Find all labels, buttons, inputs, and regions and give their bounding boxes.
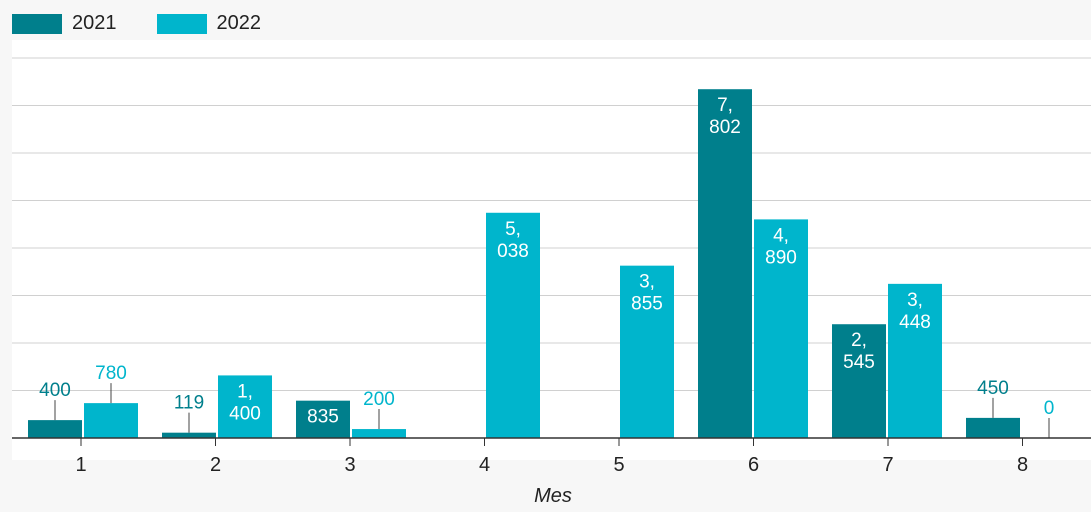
x-axis-title: Mes [534, 485, 572, 507]
x-tick-label-2: 2 [210, 454, 221, 476]
x-tick-label-6: 6 [748, 454, 759, 476]
bar-2022-5 [620, 265, 674, 438]
legend-swatch-2022 [156, 13, 207, 34]
bar-2022-1 [84, 403, 138, 438]
data-label-2021-1: 400 [39, 380, 71, 401]
data-label-2022-1: 780 [95, 363, 127, 384]
data-label-2022-4: 038 [497, 241, 529, 262]
data-label-2021-7: 2, [851, 330, 867, 351]
legend-label-2022: 2022 [216, 12, 262, 34]
legend-item-2021: 2021 [12, 12, 117, 35]
data-label-2022-6: 4, [773, 225, 789, 246]
bar-2021-1 [28, 420, 82, 438]
bar-2022-6 [754, 219, 808, 438]
x-tick-label-3: 3 [344, 454, 355, 476]
data-label-2022-4: 5, [505, 219, 521, 240]
bar-2021-6 [698, 89, 752, 438]
legend-label-2021: 2021 [72, 12, 117, 34]
data-label-2022-7: 448 [899, 312, 931, 333]
x-tick-label-7: 7 [882, 454, 893, 476]
data-label-2022-8: 0 [1044, 398, 1055, 419]
bar-2021-3 [296, 400, 350, 438]
legend-item-2022: 2022 [156, 12, 262, 35]
bar-2021-8 [966, 417, 1020, 438]
data-label-2022-5: 855 [631, 294, 663, 315]
data-label-2022-2: 400 [229, 403, 261, 424]
data-label-2021-8: 450 [977, 378, 1009, 399]
bar-2021-2 [162, 432, 216, 438]
bar-2022-3 [352, 429, 406, 438]
data-label-2022-3: 200 [363, 389, 395, 410]
data-label-2021-7: 545 [843, 352, 875, 373]
data-label-2022-7: 3, [907, 290, 923, 311]
legend-swatch-2021 [12, 13, 62, 34]
data-label-2021-6: 7, [717, 95, 733, 116]
data-label-2022-5: 3, [639, 272, 655, 293]
bar-2022-2 [218, 375, 272, 438]
x-tick-label-1: 1 [75, 454, 86, 476]
data-label-2021-2: 119 [174, 393, 204, 414]
x-tick-label-5: 5 [613, 454, 624, 476]
bar-2021-7 [832, 324, 886, 438]
x-tick-label-4: 4 [479, 454, 490, 476]
data-label-2022-6: 890 [765, 247, 797, 268]
data-label-2022-2: 1, [237, 381, 253, 402]
x-tick-label-8: 8 [1017, 454, 1028, 476]
data-label-2021-3: 835 [307, 407, 339, 428]
data-label-2021-6: 802 [709, 117, 741, 138]
bar-2022-4 [486, 212, 540, 438]
bar-2022-7 [888, 283, 942, 438]
legend: 2021 2022 [12, 12, 261, 35]
